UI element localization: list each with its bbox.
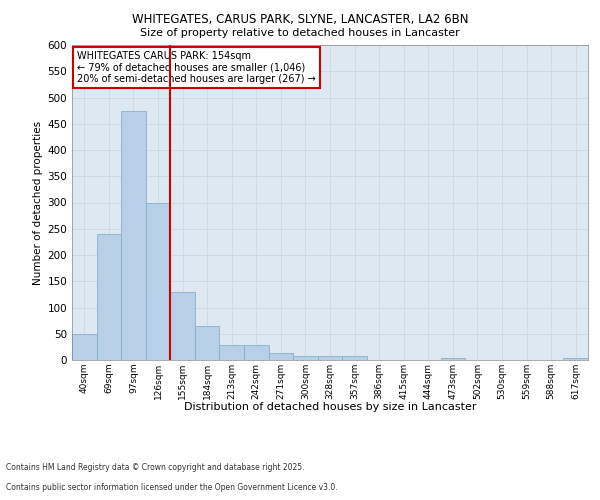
Bar — [563, 358, 588, 360]
Text: Contains public sector information licensed under the Open Government Licence v3: Contains public sector information licen… — [6, 484, 338, 492]
Bar — [72, 334, 97, 360]
Bar — [440, 358, 465, 360]
Bar — [293, 356, 318, 360]
Bar — [220, 346, 244, 360]
X-axis label: Distribution of detached houses by size in Lancaster: Distribution of detached houses by size … — [184, 402, 476, 412]
Bar — [97, 234, 121, 360]
Y-axis label: Number of detached properties: Number of detached properties — [33, 120, 43, 284]
Bar — [170, 292, 195, 360]
Bar — [146, 202, 170, 360]
Text: WHITEGATES CARUS PARK: 154sqm
← 79% of detached houses are smaller (1,046)
20% o: WHITEGATES CARUS PARK: 154sqm ← 79% of d… — [77, 52, 316, 84]
Bar — [195, 326, 220, 360]
Text: Contains HM Land Registry data © Crown copyright and database right 2025.: Contains HM Land Registry data © Crown c… — [6, 464, 305, 472]
Bar — [318, 356, 342, 360]
Text: Size of property relative to detached houses in Lancaster: Size of property relative to detached ho… — [140, 28, 460, 38]
Bar — [342, 356, 367, 360]
Bar — [121, 110, 146, 360]
Text: WHITEGATES, CARUS PARK, SLYNE, LANCASTER, LA2 6BN: WHITEGATES, CARUS PARK, SLYNE, LANCASTER… — [132, 12, 468, 26]
Bar — [244, 346, 269, 360]
Bar — [269, 352, 293, 360]
